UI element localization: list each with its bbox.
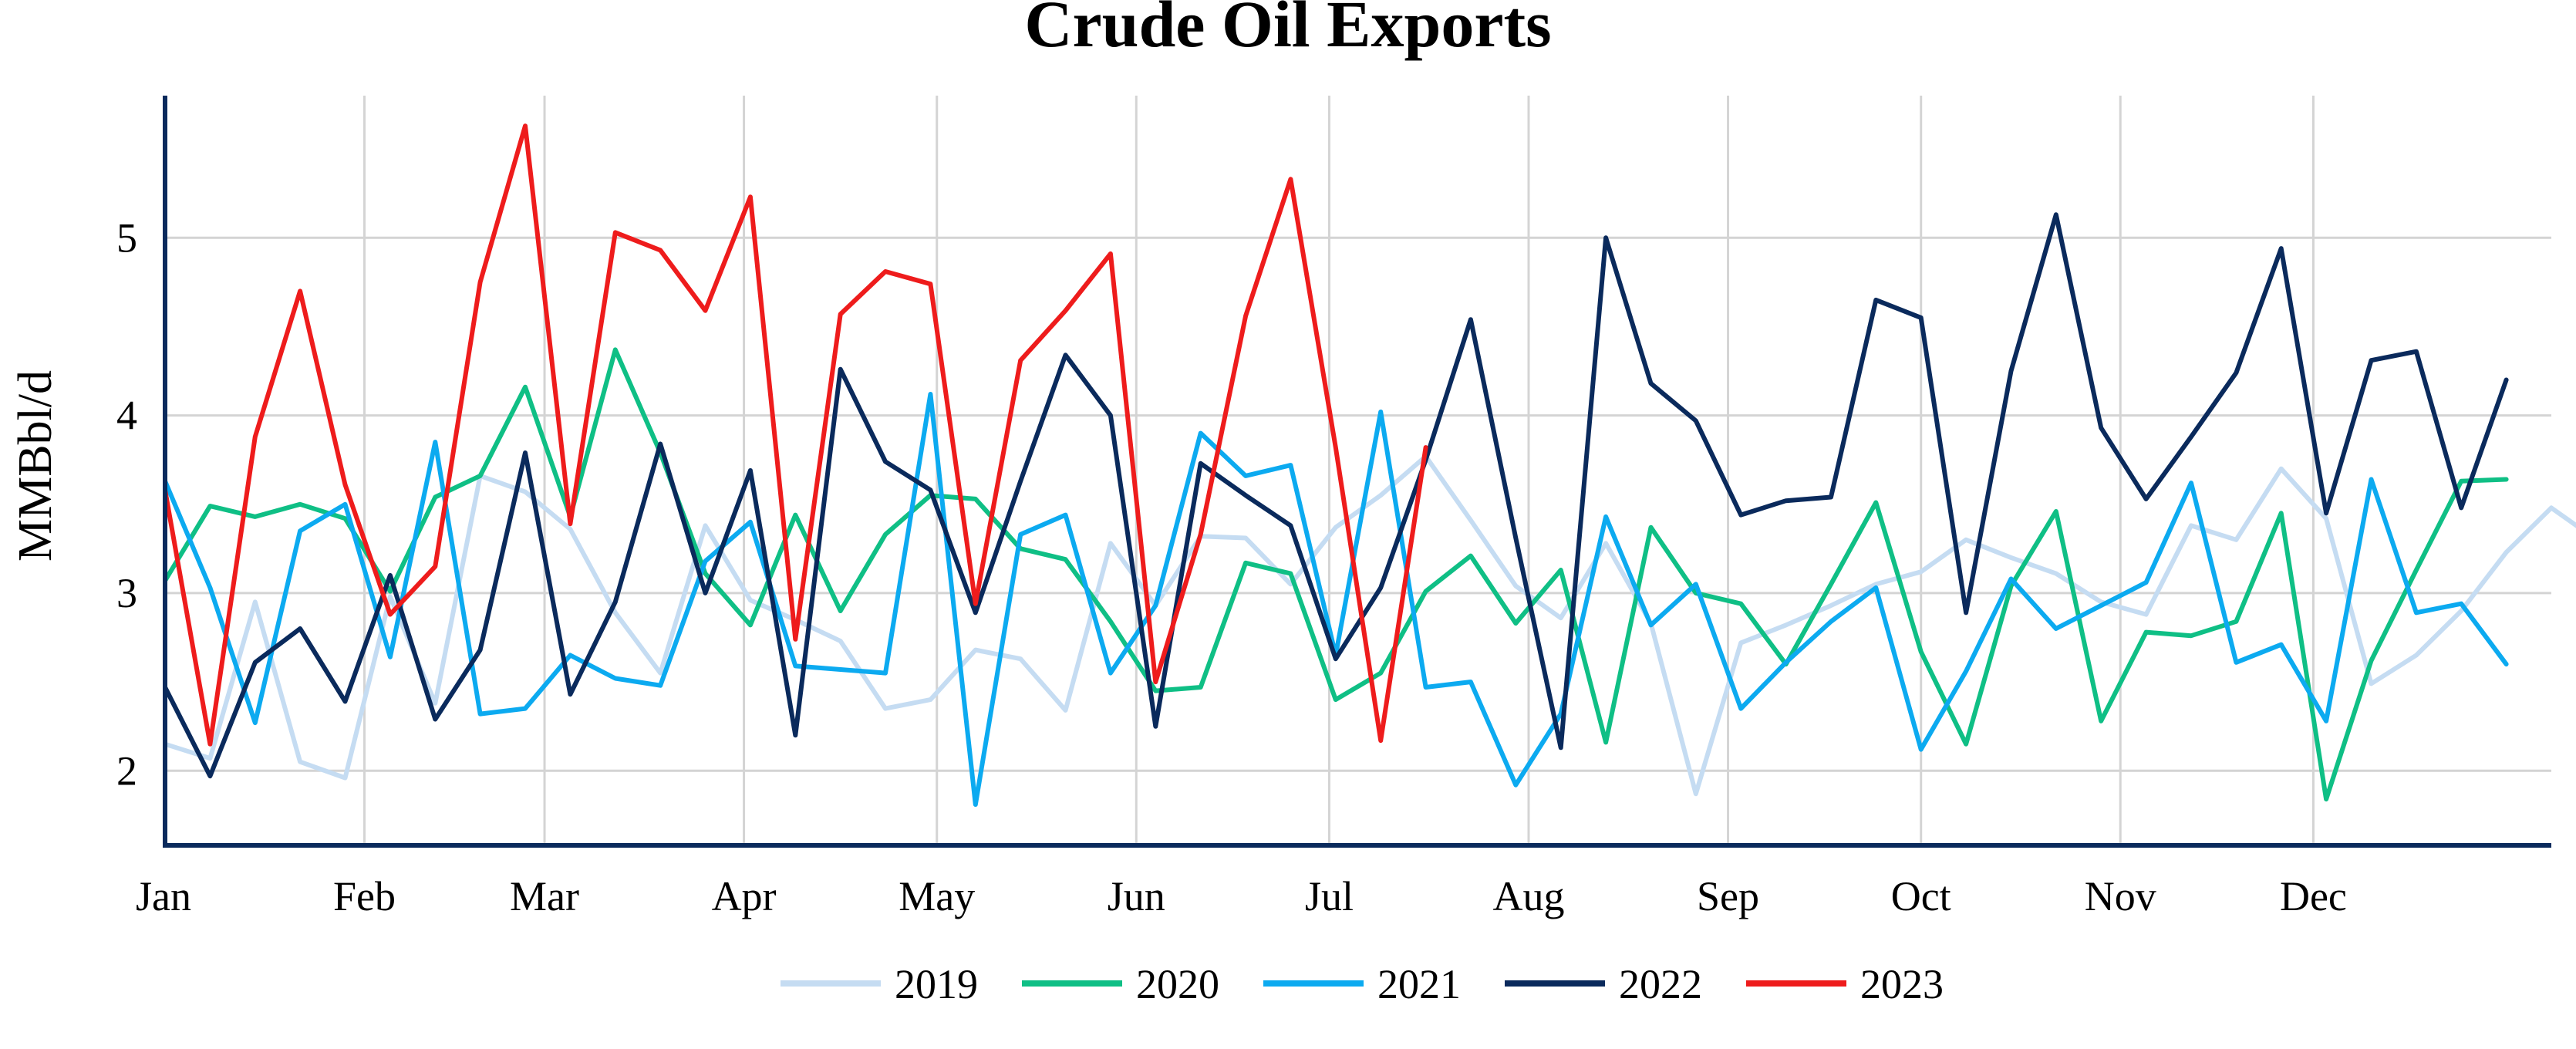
x-tick-label: Aug: [1493, 873, 1565, 919]
x-tick-label: Apr: [712, 873, 777, 919]
series-line-2022: [163, 212, 2509, 779]
legend-label-2019: 2019: [895, 961, 978, 1007]
series-line-2020: [163, 347, 2509, 802]
legend-label-2022: 2022: [1619, 961, 1702, 1007]
series-line-2023: [163, 123, 1428, 747]
x-tick-label: May: [899, 873, 975, 919]
legend-label-2020: 2020: [1136, 961, 1219, 1007]
series-line-2019: [163, 454, 2576, 797]
x-tick-label: Sep: [1697, 873, 1759, 919]
x-tick-label: Mar: [510, 873, 579, 919]
grid-lines: [165, 96, 2551, 845]
y-tick-label: 4: [116, 393, 137, 439]
y-tick-label: 2: [116, 747, 137, 794]
x-tick-label: Nov: [2085, 873, 2156, 919]
legend: 2019 2020 2021 2022 2023: [781, 961, 1944, 1007]
x-tick-label: Jun: [1108, 873, 1165, 919]
x-tick-labels: Jan Feb Mar Apr May Jun Jul Aug Sep Oct Nov Dec: [136, 873, 2347, 919]
series-lines: [163, 123, 2576, 807]
x-tick-label: Dec: [2280, 873, 2347, 919]
legend-label-2021: 2021: [1377, 961, 1461, 1007]
chart-title: Crude Oil Exports: [1024, 0, 1551, 61]
x-tick-label: Feb: [333, 873, 396, 919]
x-tick-label: Jan: [136, 873, 191, 919]
y-tick-labels: 2 3 4 5: [116, 214, 137, 794]
y-axis-label: MMBbl/d: [9, 370, 62, 562]
axes: [163, 96, 2551, 848]
legend-label-2023: 2023: [1860, 961, 1944, 1007]
y-tick-label: 5: [116, 214, 137, 261]
x-tick-label: Jul: [1305, 873, 1354, 919]
y-tick-label: 3: [116, 570, 137, 616]
x-tick-label: Oct: [1891, 873, 1951, 919]
